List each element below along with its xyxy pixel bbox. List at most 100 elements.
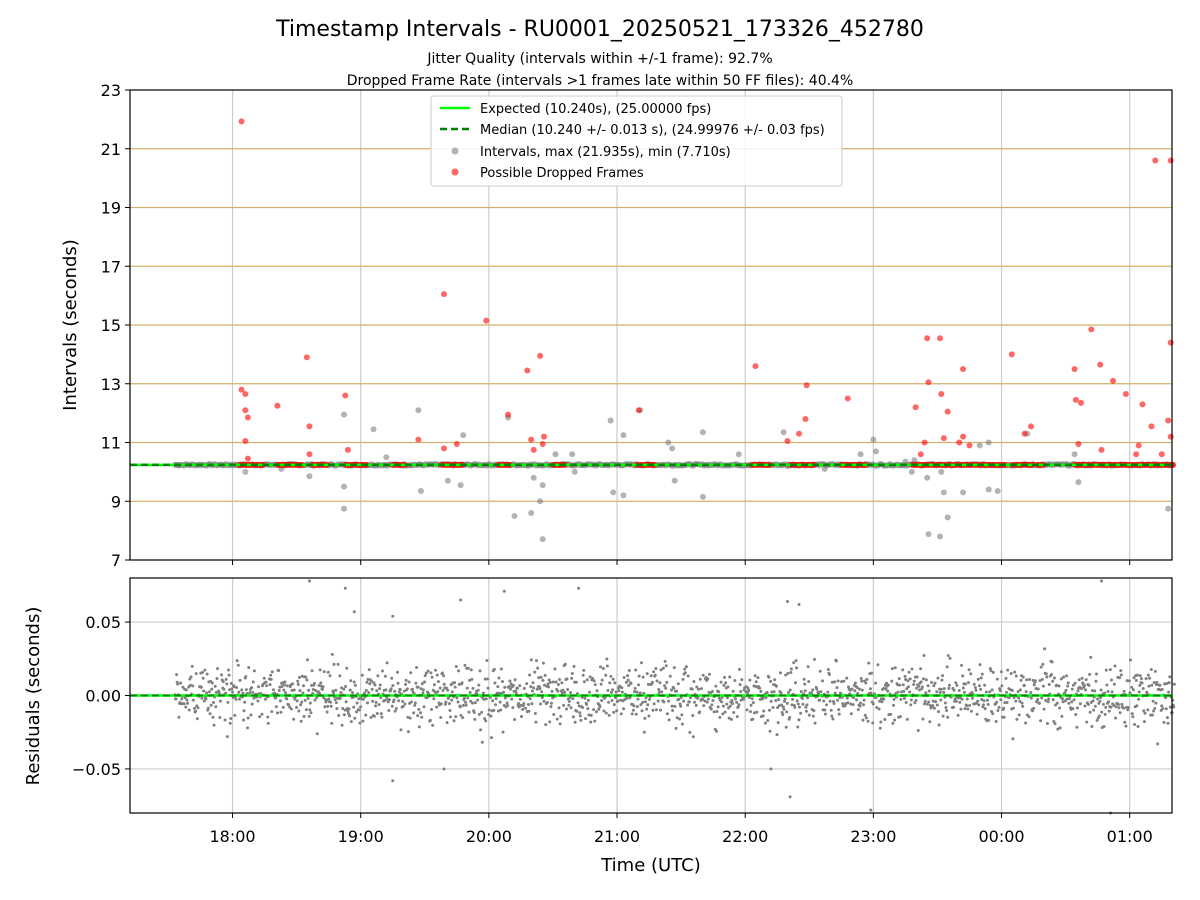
residual-point: [572, 664, 576, 668]
residual-point: [1005, 690, 1009, 694]
legend-intervals-swatch: [451, 147, 459, 155]
residual-point: [1128, 691, 1132, 695]
intervals-ytick-label: 11: [101, 434, 121, 453]
residual-point: [849, 702, 853, 706]
residual-point: [557, 706, 561, 710]
residual-point: [1133, 722, 1137, 726]
residual-point: [982, 699, 986, 703]
dropped-frame-point: [912, 404, 919, 411]
dropped-frame-point: [244, 455, 251, 462]
residual-point: [1118, 676, 1122, 680]
residual-point: [610, 699, 614, 703]
dropped-frame-point: [1028, 423, 1035, 430]
residual-point: [182, 702, 186, 706]
interval-point: [610, 489, 617, 496]
residual-point: [531, 681, 535, 685]
residual-point: [202, 699, 206, 703]
residual-point: [485, 659, 489, 663]
residual-point: [625, 696, 629, 700]
residual-point: [791, 697, 795, 701]
residual-point: [438, 686, 442, 690]
residual-point: [737, 703, 741, 707]
residual-point: [570, 676, 574, 680]
residual-point: [901, 683, 905, 687]
residual-point: [821, 679, 825, 683]
interval-point: [902, 458, 909, 465]
residual-point: [526, 702, 530, 706]
residual-point: [1077, 678, 1081, 682]
residual-point: [449, 715, 453, 719]
residual-point: [778, 671, 782, 675]
residual-point: [850, 687, 854, 691]
residuals-ytick-label: 0.05: [85, 613, 121, 632]
residual-point: [767, 675, 771, 679]
residual-point: [984, 690, 988, 694]
residual-point: [747, 689, 751, 693]
residual-point: [623, 698, 627, 702]
residual-point: [236, 663, 240, 667]
residual-point: [738, 683, 742, 687]
residual-point: [740, 678, 744, 682]
residual-point: [1105, 683, 1109, 687]
residual-point: [508, 679, 512, 683]
residual-point: [1103, 691, 1107, 695]
residual-point: [479, 728, 483, 732]
residual-point: [904, 677, 908, 681]
residual-point: [378, 687, 382, 691]
residual-point: [682, 699, 686, 703]
residual-point: [926, 684, 930, 688]
residual-point: [1011, 706, 1015, 710]
residual-point: [1142, 720, 1146, 724]
residual-point: [998, 689, 1002, 693]
legend-expected-label: Expected (10.240s), (25.00000 fps): [480, 102, 711, 117]
residual-point: [782, 699, 786, 703]
residual-point: [458, 705, 462, 709]
residual-point: [237, 690, 241, 694]
residual-point: [342, 687, 346, 691]
residual-point: [203, 668, 207, 672]
residual-point: [1019, 678, 1023, 682]
residual-point: [719, 680, 723, 684]
residual-point: [1093, 704, 1097, 708]
residual-point: [212, 723, 216, 727]
residual-point: [973, 686, 977, 690]
residual-point: [1050, 660, 1054, 664]
residual-point: [567, 703, 571, 707]
residual-point: [637, 674, 641, 678]
residual-point: [1031, 678, 1035, 682]
residual-point: [725, 702, 729, 706]
interval-point: [415, 407, 422, 414]
residual-point: [1120, 702, 1124, 706]
residual-point: [181, 685, 185, 689]
residual-point: [360, 673, 364, 677]
residual-point: [358, 721, 362, 725]
residual-point: [739, 698, 743, 702]
residual-point: [836, 679, 840, 683]
residual-point: [175, 673, 179, 677]
residual-point: [493, 681, 497, 685]
residual-point: [1104, 705, 1108, 709]
residual-point: [1067, 697, 1071, 701]
residual-point: [1172, 682, 1176, 686]
dropped-frame-point: [306, 423, 313, 430]
residual-point: [986, 703, 990, 707]
residual-point: [1018, 688, 1022, 692]
residual-point: [646, 703, 650, 707]
residual-point: [890, 667, 894, 671]
residual-point: [322, 696, 326, 700]
residual-point: [435, 673, 439, 677]
dropped-frame-point: [1008, 351, 1015, 358]
residual-point: [1080, 676, 1084, 680]
residual-point: [961, 686, 965, 690]
residual-point: [532, 686, 536, 690]
residual-point: [1140, 681, 1144, 685]
residual-point: [260, 712, 264, 716]
residual-point: [440, 671, 444, 675]
residual-point: [217, 691, 221, 695]
residual-point: [579, 718, 583, 722]
residual-point: [549, 701, 553, 705]
residual-point: [1084, 688, 1088, 692]
residual-point: [863, 713, 867, 717]
residual-point: [501, 730, 505, 734]
residual-point: [731, 702, 735, 706]
